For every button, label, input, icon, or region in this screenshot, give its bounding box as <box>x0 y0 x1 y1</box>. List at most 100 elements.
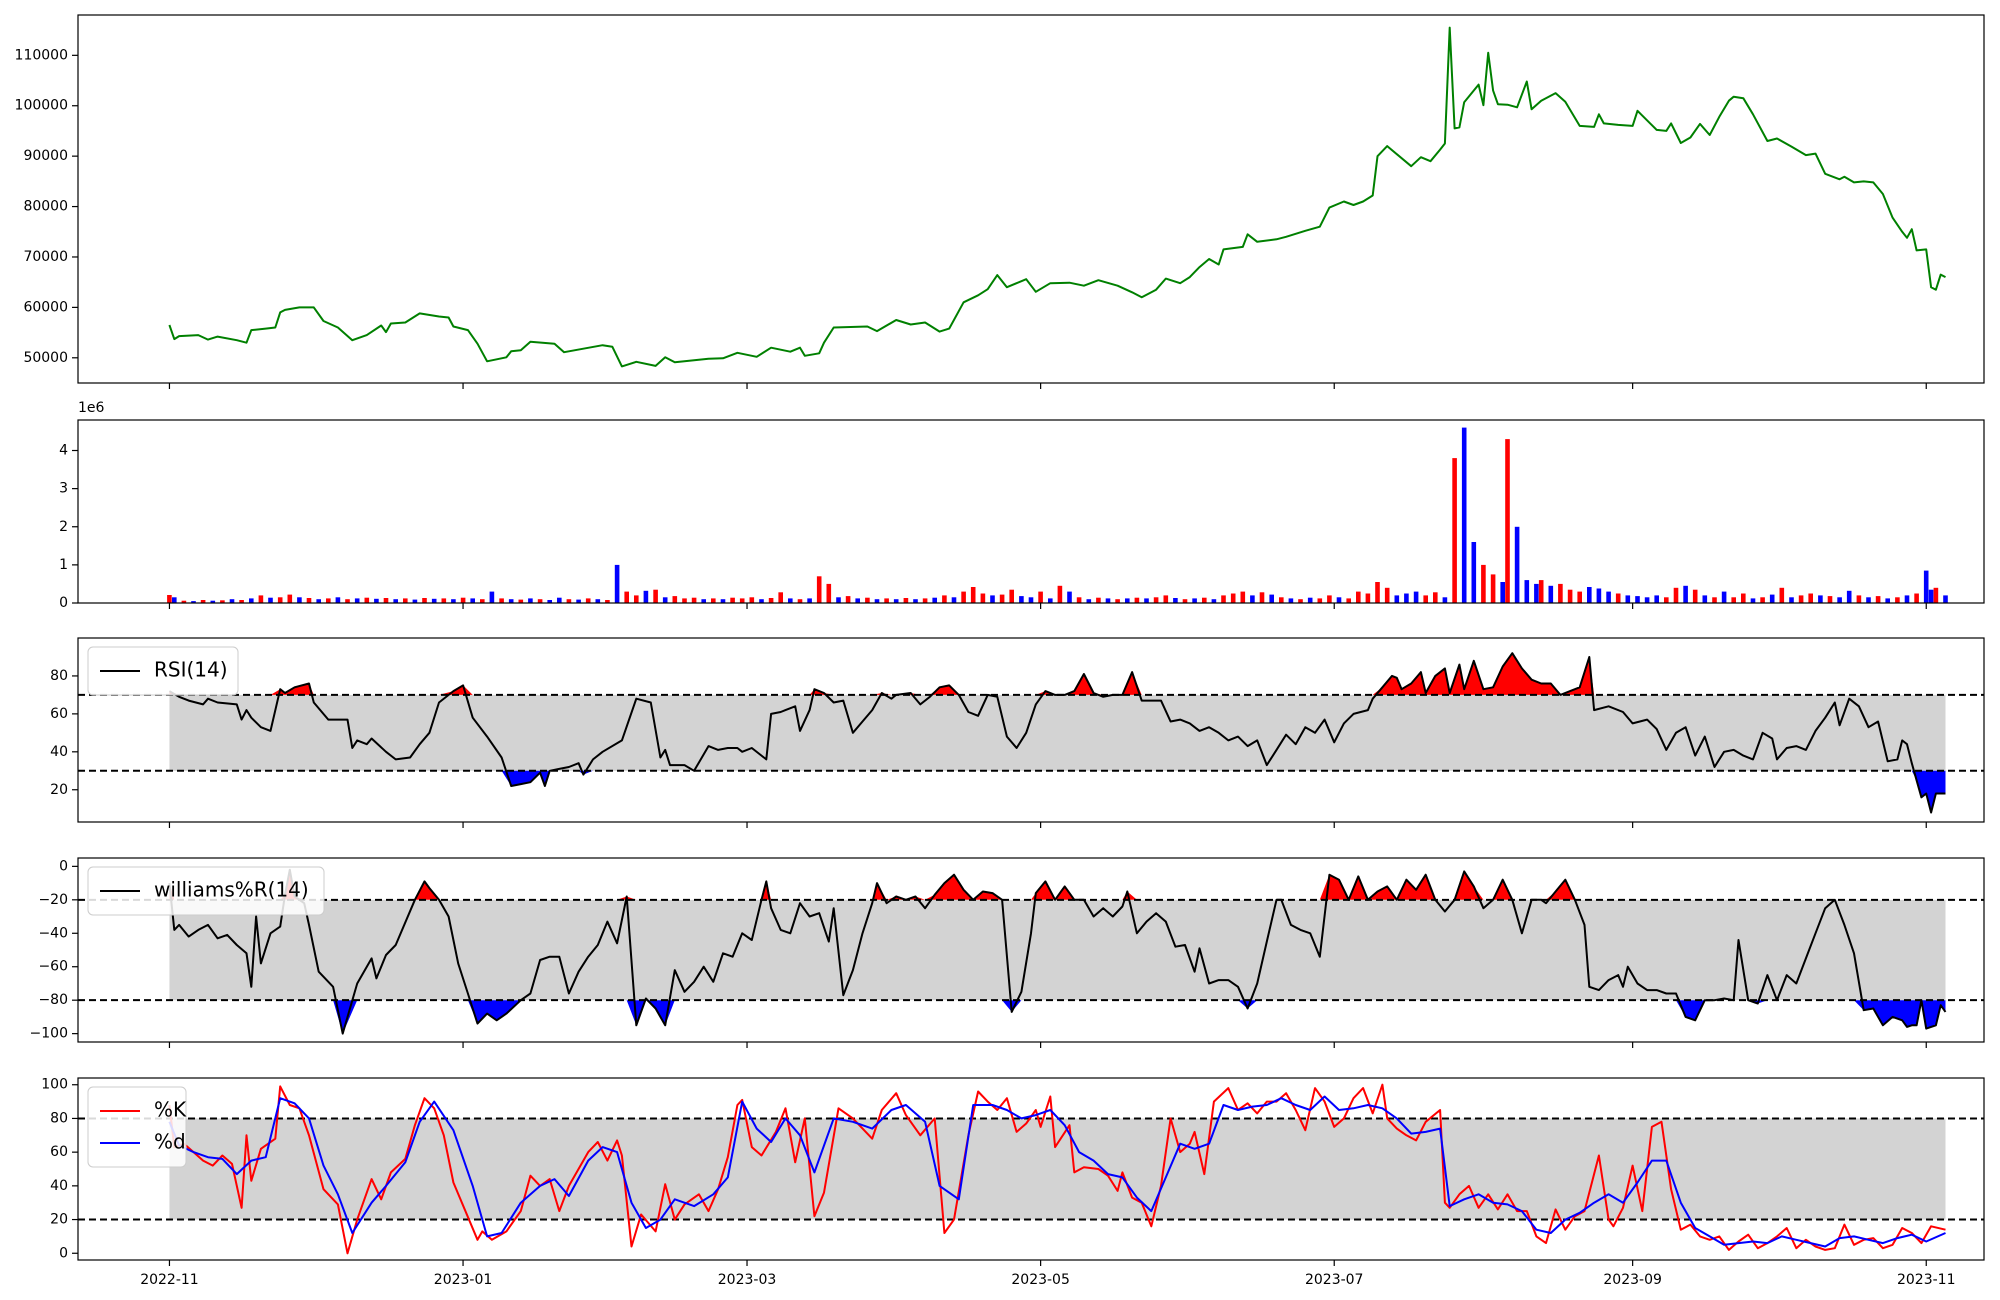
volume-bar <box>788 598 793 603</box>
volume-bar <box>210 600 216 603</box>
volume-bar <box>383 598 389 603</box>
volume-bar <box>1375 582 1380 603</box>
volume-bar <box>1827 596 1833 603</box>
volume-bar <box>624 591 629 603</box>
volume-bar <box>1625 595 1631 603</box>
volume-bar <box>1202 597 1207 603</box>
volume-bar <box>1009 589 1014 603</box>
volume-bar <box>1846 590 1852 603</box>
volume-bar <box>1538 580 1544 603</box>
volume-bar <box>316 599 321 603</box>
volume-bar <box>759 599 764 603</box>
volume-bar <box>287 594 293 603</box>
volume-bar <box>1461 427 1467 603</box>
volume-bar <box>172 597 177 603</box>
volume-bar <box>874 599 880 603</box>
axes-frame <box>77 14 1985 384</box>
volume-bar <box>845 596 851 603</box>
volume-bar <box>778 592 783 603</box>
volume-bar <box>306 598 312 603</box>
volume-bar <box>653 589 658 603</box>
volume-bar <box>691 597 697 603</box>
volume-bar <box>547 600 552 603</box>
volume-bar <box>1769 594 1775 603</box>
volume-bar <box>1654 595 1659 603</box>
volume-bar <box>1048 598 1053 603</box>
stochastic-panel: 0 20 40 60 80 100 2022-11 2023-01 2023-03 2023-05… <box>41 1077 1985 1288</box>
volume-bar <box>1505 439 1510 603</box>
volume-bar <box>970 587 976 603</box>
volume-bar <box>1500 582 1505 603</box>
volume-bar <box>1259 592 1265 603</box>
legend-box <box>87 866 325 916</box>
volume-bar <box>239 600 244 603</box>
volume-bar <box>441 598 447 603</box>
volume-bar <box>1317 598 1323 603</box>
plot-area <box>168 26 1946 368</box>
volume-bar <box>913 599 918 603</box>
y-tick-label: 0 <box>59 595 68 611</box>
volume-bar <box>480 599 485 603</box>
volume-bar <box>181 600 187 603</box>
y-tick-label: 60000 <box>23 299 68 315</box>
volume-bar <box>1875 596 1881 603</box>
volume-bar <box>1914 593 1919 603</box>
volume-bar <box>634 595 639 603</box>
legend-label: %K <box>154 1098 187 1122</box>
series-line <box>168 26 1946 368</box>
volume-bar <box>1356 591 1361 603</box>
volume-bar <box>508 599 514 603</box>
volume-bar <box>470 598 475 603</box>
volume-bar <box>1250 595 1255 603</box>
volume-bar <box>268 597 273 603</box>
volume-bar <box>1096 597 1101 603</box>
volume-bar <box>1712 597 1717 603</box>
volume-bar <box>826 583 832 603</box>
volume-bar <box>297 597 302 603</box>
volume-bar <box>1606 591 1611 603</box>
volume-bar <box>1587 587 1592 603</box>
volume-bar <box>451 599 456 603</box>
volume-bar <box>528 598 533 603</box>
volume-bar <box>1394 595 1400 603</box>
volume-panel: 0 1 2 3 4 1e6 <box>59 400 1985 611</box>
volume-bar <box>557 597 562 603</box>
volume-bar <box>643 590 649 603</box>
volume-bar <box>1028 597 1034 603</box>
volume-bar <box>1808 593 1813 603</box>
band-fill <box>169 694 1946 771</box>
volume-bar <box>1779 587 1785 603</box>
volume-bar <box>229 599 235 603</box>
y-tick-label: 60 <box>50 706 68 722</box>
y-tick-label: 0 <box>59 1245 68 1261</box>
y-tick-label: −80 <box>38 992 68 1008</box>
volume-bar <box>1760 597 1765 603</box>
volume-bar <box>576 599 581 603</box>
volume-bar <box>1192 598 1197 603</box>
volume-bar <box>566 599 572 603</box>
volume-bar <box>1163 595 1169 603</box>
volume-bar <box>1481 564 1486 603</box>
volume-bar <box>1153 597 1159 603</box>
legend-label: %d <box>154 1130 186 1154</box>
volume-bar <box>1615 593 1621 603</box>
y-tick-label: 20 <box>50 1212 68 1228</box>
volume-bar <box>1683 585 1688 603</box>
volume-bar <box>1067 591 1072 603</box>
volume-bar <box>961 591 966 603</box>
volume-bar <box>701 599 706 603</box>
volume-bar <box>499 598 504 603</box>
volume-bar <box>1423 595 1428 603</box>
williams-r-panel: 0 −20 −40 −60 −80 −100 williams%R(14) <box>30 857 1985 1048</box>
volume-bar <box>614 564 620 603</box>
volume-bar <box>1856 595 1862 603</box>
volume-bar <box>1534 583 1539 603</box>
x-tick-label: 2023-09 <box>1603 1272 1662 1288</box>
volume-bar <box>1928 589 1934 603</box>
volume-bar <box>1548 585 1554 603</box>
volume-bar <box>1798 595 1804 603</box>
y-tick-label: 80 <box>50 1110 68 1126</box>
volume-bar <box>999 594 1005 603</box>
volume-bar <box>903 598 909 603</box>
